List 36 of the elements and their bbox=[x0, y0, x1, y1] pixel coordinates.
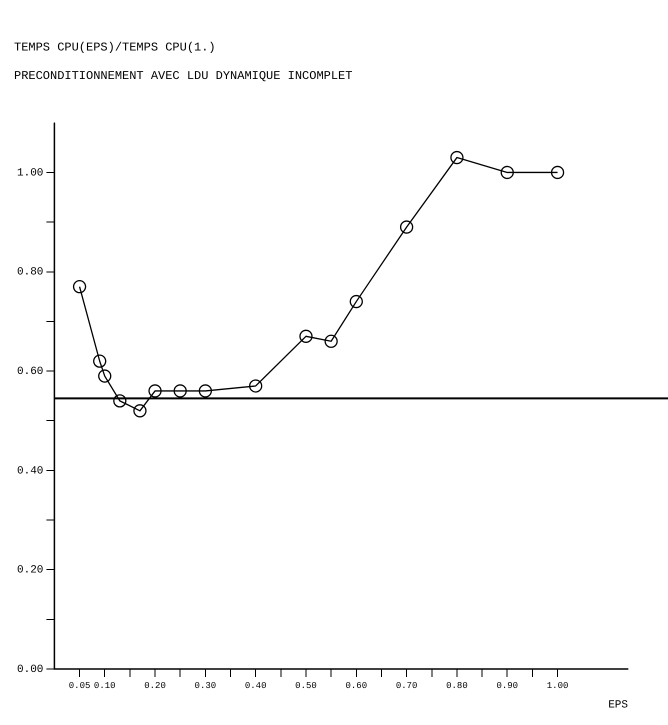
point bbox=[400, 220, 414, 234]
y-tick-label: 0.40 bbox=[17, 465, 44, 478]
x-tick-label: 0.90 bbox=[496, 680, 518, 691]
y-tick-label: 0.20 bbox=[17, 564, 44, 577]
x-tick-label: 0.60 bbox=[345, 680, 368, 691]
point bbox=[249, 379, 262, 393]
point bbox=[324, 334, 338, 348]
point bbox=[299, 330, 313, 343]
chart-title: TEMPS CPU(EPS)/TEMPS CPU(1.) bbox=[14, 40, 216, 54]
point bbox=[93, 354, 106, 368]
x-tick-label: 0.70 bbox=[396, 680, 418, 691]
point bbox=[550, 166, 564, 180]
point bbox=[133, 404, 147, 418]
point bbox=[98, 369, 112, 383]
point bbox=[500, 166, 514, 180]
x-tick-label: 1.00 bbox=[546, 680, 568, 691]
x-tick-label: 0.50 bbox=[295, 680, 317, 691]
x-tick-label: 0.20 bbox=[144, 680, 166, 691]
point bbox=[174, 384, 187, 398]
y-tick-label: 0.60 bbox=[17, 366, 44, 378]
point bbox=[450, 150, 464, 164]
y-tick-label: 0.00 bbox=[17, 664, 44, 676]
point bbox=[72, 280, 86, 294]
point bbox=[148, 384, 162, 398]
y-tick-label: 0.80 bbox=[17, 266, 44, 279]
point bbox=[198, 384, 212, 398]
x-tick-label: 0.40 bbox=[244, 680, 266, 691]
y-tick-label: 1.00 bbox=[17, 167, 44, 180]
x-tick-label: 0.10 bbox=[94, 680, 116, 691]
x-tick-label: 0.30 bbox=[194, 680, 216, 691]
x-tick-label: 0.80 bbox=[446, 680, 468, 691]
point bbox=[350, 294, 363, 308]
x-tick-label: 0.05 bbox=[68, 680, 90, 691]
x-axis-title: EPS bbox=[608, 699, 628, 712]
point bbox=[113, 394, 126, 408]
chart-subtitle: PRECONDITIONNEMENT AVEC LDU DYNAMIQUE INCOMPLET bbox=[14, 68, 352, 83]
